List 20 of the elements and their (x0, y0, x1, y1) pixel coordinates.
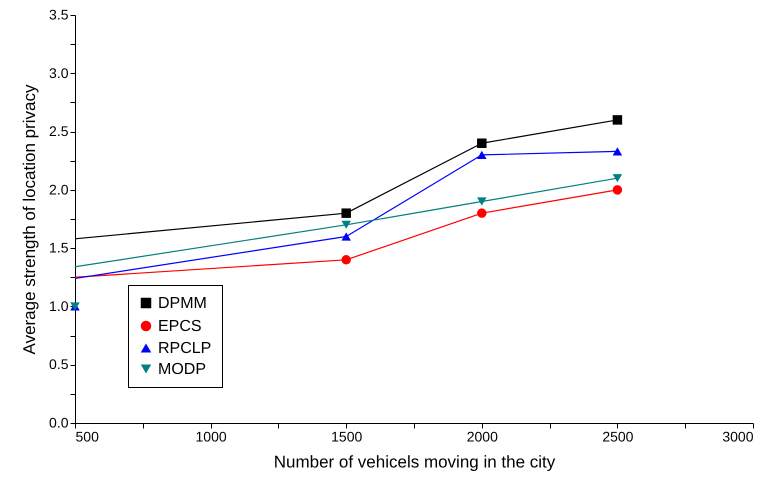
y-axis-title: Average strength of location privacy (20, 84, 40, 354)
x-tick-label: 3000 (722, 428, 754, 444)
x-tick-label: 2500 (602, 428, 634, 444)
y-tick-label: 0.0 (49, 414, 69, 430)
y-tick-label: 0.5 (49, 356, 69, 372)
y-tick-label: 3.0 (49, 64, 69, 81)
x-tick-label: 1000 (196, 428, 227, 444)
y-tick-label: 2.0 (49, 181, 69, 198)
y-tick-label: 1.5 (49, 240, 69, 256)
x-axis-title: Number of vehicels moving in the city (274, 452, 556, 472)
legend-label: EPCS (158, 318, 202, 335)
y-tick-label: 1.0 (49, 298, 69, 314)
legend-label: MODP (158, 361, 206, 378)
x-tick-label: 2000 (466, 428, 498, 444)
y-tick-label: 3.5 (49, 6, 69, 22)
y-tick-label: 2.5 (49, 123, 69, 140)
legend-label: DPMM (158, 295, 207, 312)
x-tick-label: 1500 (331, 428, 362, 444)
legend-label: RPCLP (158, 340, 212, 357)
x-tick-label: 500 (76, 428, 100, 444)
